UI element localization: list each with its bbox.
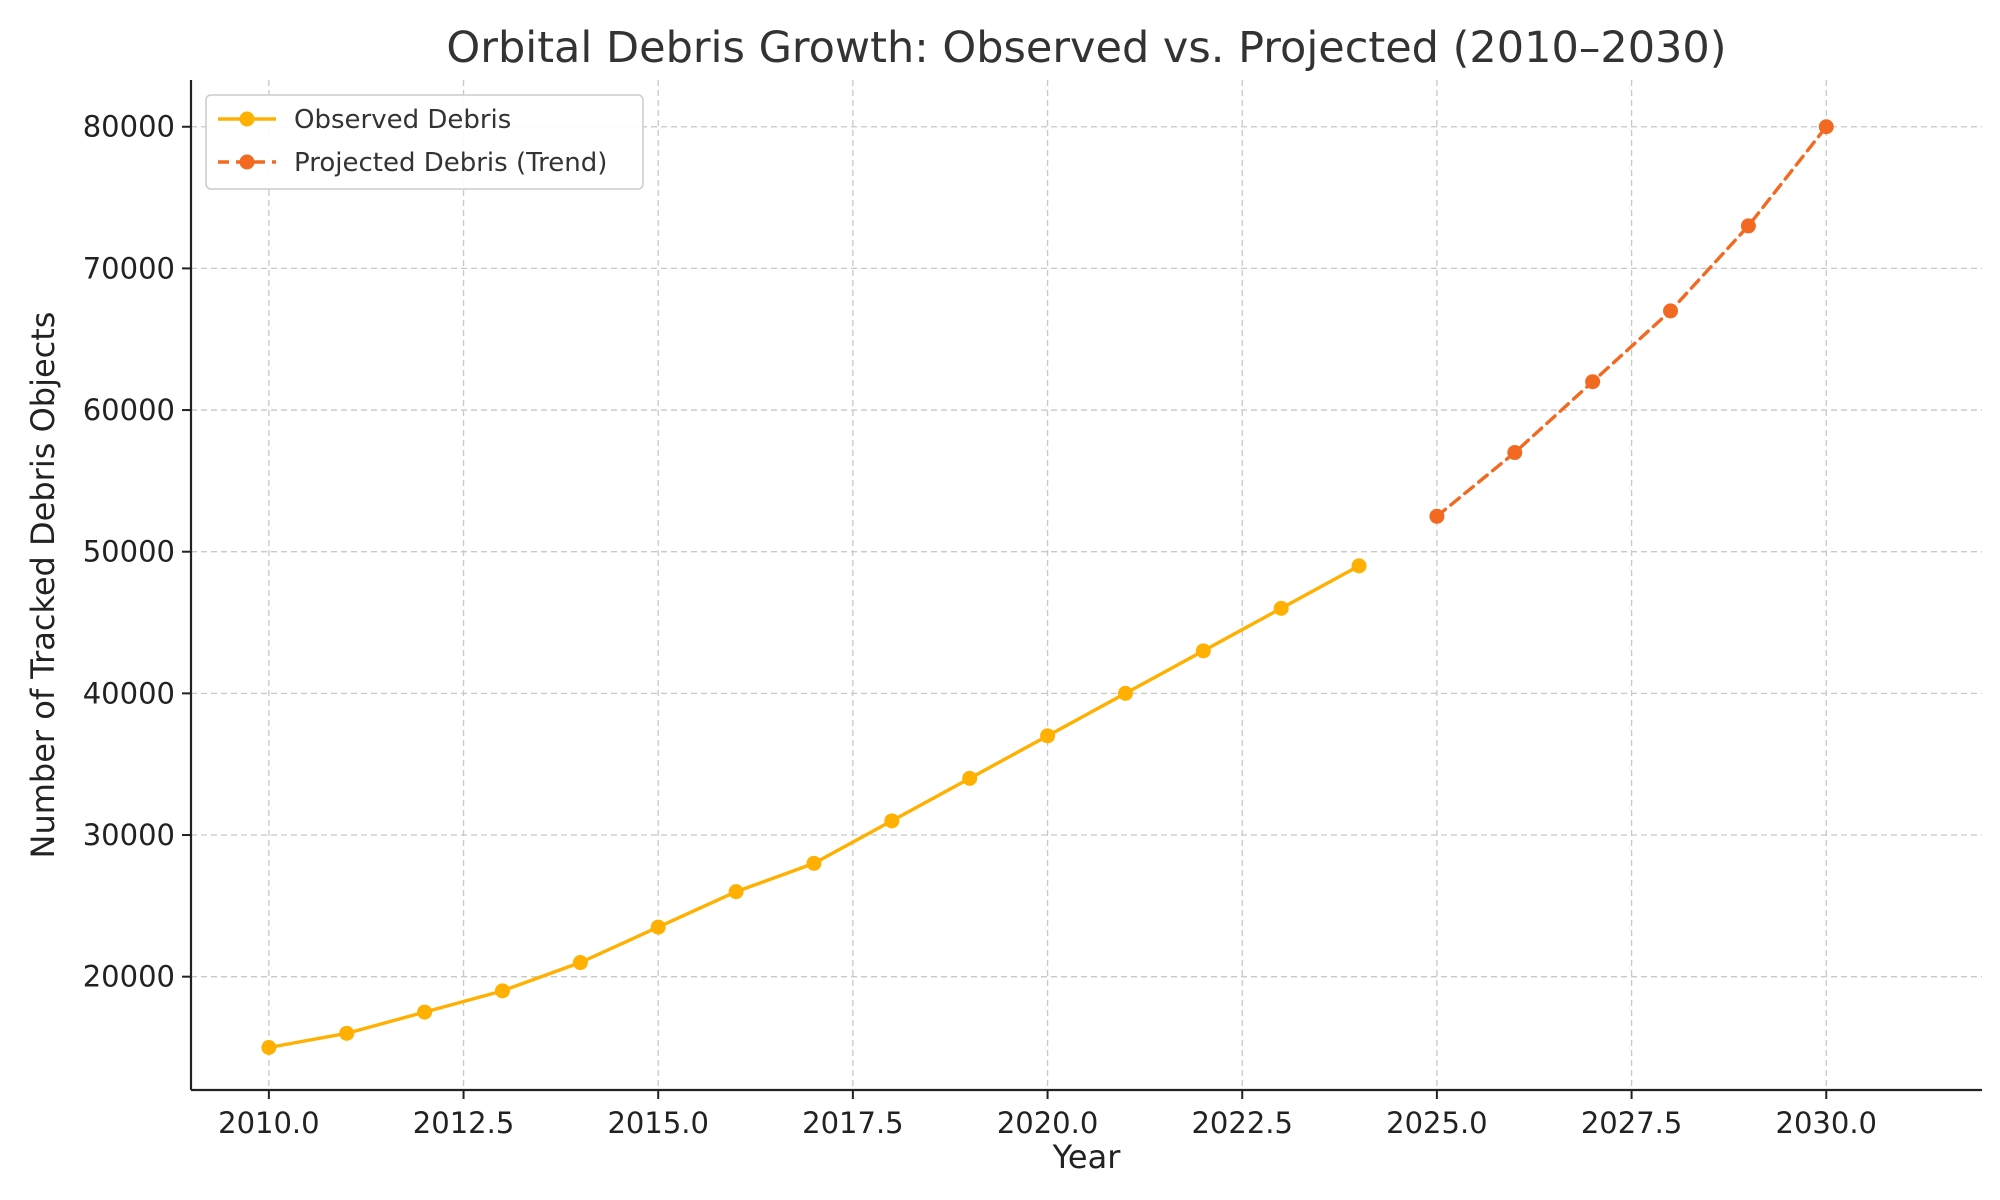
x-tick-label: 2010.0 [218,1106,319,1140]
legend-label: Projected Debris (Trend) [294,148,607,178]
y-tick-label: 80000 [83,110,175,144]
axes: 2010.0 2012.5 2015.0 2017.5 2020.0 2022.5 2025… [83,80,1982,1140]
data-point [1429,508,1445,524]
data-point [1818,119,1834,135]
y-tick-label: 60000 [83,393,175,427]
data-point [261,1040,277,1056]
y-tick-label: 20000 [83,960,175,994]
data-point [1273,600,1289,616]
x-tick-label: 2030.0 [1776,1106,1877,1140]
legend-box [205,94,644,190]
data-point [494,983,510,999]
x-axis-label: Year [1052,1138,1122,1176]
series-line-projected [1435,125,1828,518]
data-point [417,1004,433,1020]
series-layer [261,119,1834,1056]
data-point [1663,303,1679,319]
data-point [806,855,822,871]
data-point [1585,374,1601,390]
legend-swatch-marker [239,154,255,170]
y-tick-label: 40000 [83,676,175,710]
y-tick-label: 30000 [83,818,175,852]
data-point [339,1025,355,1041]
data-point [1117,685,1133,701]
x-tick-label: 2017.5 [802,1106,903,1140]
data-point [1040,728,1056,744]
data-point [1507,445,1523,461]
data-point [650,919,666,935]
data-point [728,884,744,900]
x-tick-label: 2027.5 [1581,1106,1682,1140]
x-tick-label: 2012.5 [413,1106,514,1140]
grid [191,80,1982,1090]
x-tick-label: 2022.5 [1191,1106,1292,1140]
data-point [572,955,588,971]
data-point [1740,218,1756,234]
legend-swatch-marker [239,111,255,127]
legend-label: Observed Debris [294,105,511,135]
data-point [962,770,978,786]
x-tick-label: 2020.0 [997,1106,1098,1140]
chart-title: Orbital Debris Growth: Observed vs. Proj… [446,23,1726,73]
data-point [884,813,900,829]
series-line-observed [267,564,1361,1050]
y-tick-label: 70000 [83,251,175,285]
y-axis-label: Number of Tracked Debris Objects [24,312,62,859]
legend: Observed Debris Projected Debris (Trend) [205,94,644,190]
data-point [1351,558,1367,574]
y-tick-label: 50000 [83,535,175,569]
x-tick-label: 2025.0 [1386,1106,1487,1140]
x-tick-label: 2015.0 [607,1106,708,1140]
data-point [1195,643,1211,659]
